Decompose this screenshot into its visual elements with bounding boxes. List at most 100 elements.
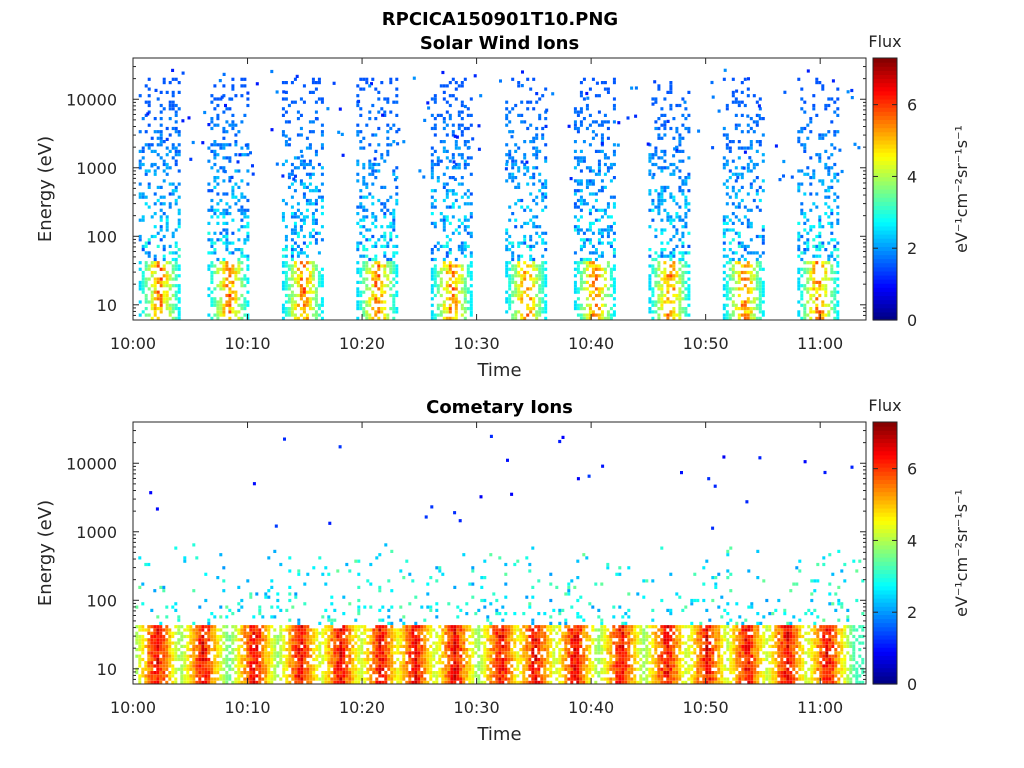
spectrogram-cell (529, 274, 533, 278)
spectrogram-cell (588, 261, 592, 265)
spectrogram-cell (827, 195, 831, 199)
spectrogram-cell (381, 625, 385, 629)
spectrogram-cell (740, 172, 744, 176)
spectrogram-cell (436, 179, 440, 183)
spectrogram-cell (156, 628, 160, 632)
spectrogram-cell (330, 661, 334, 665)
spectrogram-cell (381, 634, 385, 639)
spectrogram-cell (293, 264, 297, 268)
spectrogram-cell (243, 254, 247, 258)
spectrogram-cell (648, 248, 652, 252)
spectrogram-cell (207, 189, 211, 193)
spectrogram-cell (850, 96, 854, 100)
spectrogram-cell (317, 231, 321, 235)
spectrogram-cell (168, 657, 172, 662)
spectrogram-cell (312, 648, 316, 652)
spectrogram-cell (354, 677, 358, 681)
spectrogram-cell (375, 644, 379, 648)
spectrogram-cell (734, 231, 738, 235)
spectrogram-cell (654, 310, 658, 314)
colorbar-segment (873, 217, 897, 223)
spectrogram-cell (378, 661, 382, 665)
spectrogram-cell (803, 310, 807, 314)
spectrogram-cell (573, 290, 577, 294)
spectrogram-cell (290, 248, 294, 252)
spectrogram-cell (529, 264, 533, 268)
spectrogram-cell (231, 126, 235, 131)
spectrogram-cell (526, 270, 530, 275)
spectrogram-cell (541, 136, 545, 140)
spectrogram-cell (439, 280, 443, 284)
spectrogram-cell (276, 651, 280, 655)
spectrogram-cell (523, 140, 527, 144)
spectrogram-cell (225, 130, 229, 134)
spectrogram-cell (243, 625, 247, 629)
spectrogram-cell (177, 264, 181, 268)
spectrogram-cell (371, 169, 375, 173)
spectrogram-cell (824, 133, 828, 137)
spectrogram-cell (228, 303, 232, 307)
spectrogram-cell (737, 205, 741, 209)
spectrogram-cell (579, 90, 583, 94)
spectrogram-cell (371, 274, 375, 278)
spectrogram-cell (663, 166, 667, 170)
spectrogram-cell (210, 274, 214, 278)
spectrogram-cell (231, 77, 235, 81)
spectrogram-cell (234, 277, 238, 281)
spectrogram-cell (833, 310, 837, 314)
spectrogram-cell (225, 244, 229, 248)
spectrogram-cell (141, 277, 145, 281)
colorbar-segment (873, 168, 897, 174)
spectrogram-cell (290, 303, 294, 307)
spectrogram-cell (821, 310, 825, 314)
spectrogram-cell (219, 300, 223, 304)
spectrogram-cell (451, 123, 455, 127)
spectrogram-cell (180, 657, 184, 662)
spectrogram-cell (297, 651, 301, 655)
spectrogram-cell (231, 651, 235, 655)
spectrogram-cell (532, 264, 536, 268)
spectrogram-cell (228, 667, 232, 671)
spectrogram-cell (168, 631, 172, 635)
spectrogram-cell (177, 667, 181, 671)
spectrogram-cell (306, 625, 310, 629)
spectrogram-cell (357, 99, 361, 103)
spectrogram-cell (168, 166, 172, 170)
spectrogram-cell (213, 248, 217, 252)
spectrogram-cell (258, 634, 262, 639)
spectrogram-cell (517, 182, 521, 186)
spectrogram-cell (597, 254, 601, 258)
spectrogram-cell (252, 661, 256, 665)
spectrogram-cell (299, 251, 303, 255)
spectrogram-cell (150, 631, 154, 635)
spectrogram-cell (150, 293, 154, 298)
spectrogram-cell (666, 218, 670, 222)
spectrogram-cell (375, 677, 379, 681)
spectrogram-cell (678, 136, 682, 140)
spectrogram-cell (150, 608, 154, 612)
spectrogram-cell (457, 280, 461, 284)
spectrogram-cell (372, 644, 376, 648)
spectrogram-cell (195, 657, 199, 662)
spectrogram-cell (330, 677, 334, 681)
spectrogram-cell (281, 316, 285, 320)
spectrogram-cell (308, 280, 312, 284)
spectrogram-cell (291, 664, 295, 668)
spectrogram-cell (800, 107, 804, 111)
spectrogram-cell (285, 664, 289, 668)
spectrogram-cell (330, 602, 334, 606)
spectrogram-cell (514, 290, 518, 294)
spectrogram-cell (147, 264, 151, 268)
spectrogram-cell (824, 277, 828, 281)
spectrogram-cell (345, 680, 349, 684)
spectrogram-cell (291, 641, 295, 645)
spectrogram-cell (246, 638, 250, 642)
spectrogram-cell (758, 287, 762, 291)
spectrogram-cell (749, 290, 753, 294)
spectrogram-cell (240, 195, 244, 199)
spectrogram-cell (833, 110, 837, 114)
spectrogram-cell (666, 185, 670, 189)
spectrogram-cell (267, 638, 271, 642)
spectrogram-cell (210, 94, 214, 98)
spectrogram-cell (520, 284, 524, 288)
